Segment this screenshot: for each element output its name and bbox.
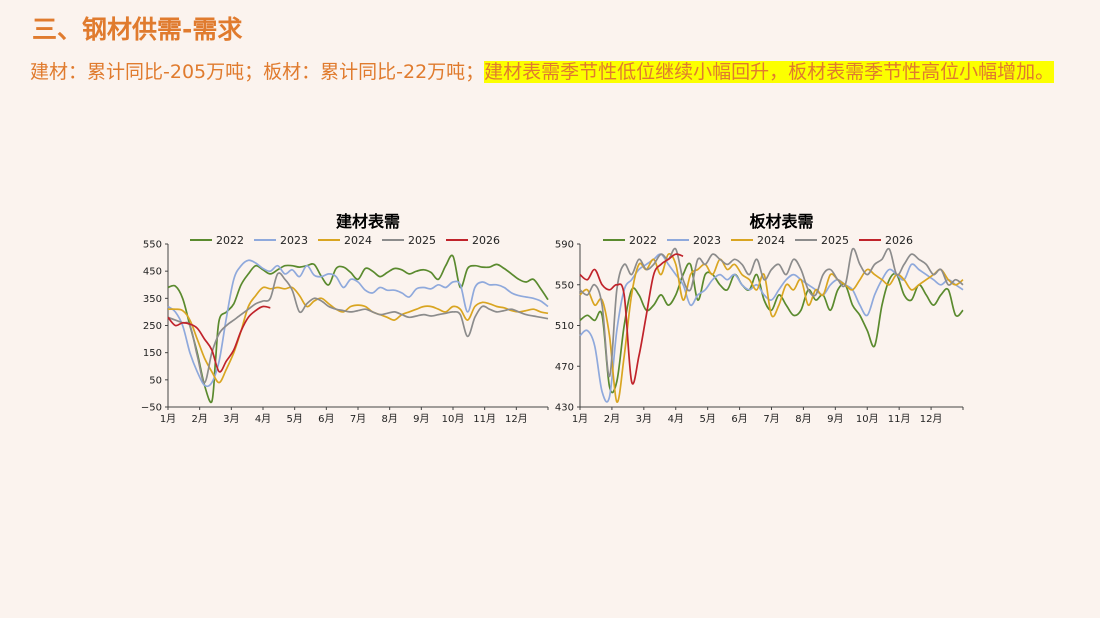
y-tick-label: 430 (555, 403, 574, 414)
legend-label-2023: 2023 (693, 234, 721, 247)
x-tick-label: 3月 (636, 413, 652, 425)
x-tick-label: 8月 (795, 413, 811, 425)
y-tick-label: 350 (143, 294, 162, 305)
series-line-2025 (579, 247, 964, 378)
legend: 2022 2023 2024 2025 2026 (190, 234, 500, 247)
summary-plain: 建材：累计同比-205万吨；板材：累计同比-22万吨； (30, 61, 485, 83)
x-tick-label: 10月 (856, 413, 879, 425)
y-tick-label: 450 (143, 267, 162, 278)
x-tick-label: 2月 (604, 413, 620, 425)
chart-construction-steel-demand: 建材表需 2022 2023 2024 2025 2026 550 450 350 250 150 5… (130, 205, 555, 455)
series-line-2026 (579, 253, 684, 385)
x-tick-label: 6月 (318, 413, 334, 425)
chart-title: 板材表需 (749, 212, 813, 231)
y-tick-label: 510 (555, 321, 574, 332)
y-tick-label: −50 (141, 403, 162, 414)
legend-label-2022: 2022 (216, 234, 244, 247)
series-line-2025 (167, 272, 549, 384)
x-tick-label: 10月 (442, 413, 465, 425)
y-tick-label: 550 (555, 280, 574, 291)
x-tick-label: 7月 (763, 413, 779, 425)
chart-title: 建材表需 (336, 212, 400, 231)
x-tick-label: 4月 (668, 413, 684, 425)
y-tick-label: 470 (555, 362, 574, 373)
x-tick-label: 11月 (888, 413, 911, 425)
series-line-2026 (167, 305, 271, 373)
page-title: 三、钢材供需-需求 (32, 15, 243, 44)
x-tick-label: 5月 (286, 413, 302, 425)
x-tick-label: 5月 (699, 413, 715, 425)
legend-label-2023: 2023 (280, 234, 308, 247)
x-tick-label: 1月 (572, 413, 588, 425)
y-tick-label: 50 (149, 375, 162, 386)
x-tick-label: 8月 (381, 413, 397, 425)
series-line-2023 (167, 259, 549, 388)
legend-label-2025: 2025 (821, 234, 849, 247)
x-tick-label: 9月 (827, 413, 843, 425)
series-line-2022 (579, 262, 964, 394)
x-tick-label: 4月 (255, 413, 271, 425)
x-tick-label: 6月 (731, 413, 747, 425)
series-line-2024 (167, 286, 549, 384)
x-tick-label: 7月 (350, 413, 366, 425)
chart-flat-steel-demand: 板材表需 2022 2023 2024 2025 2026 590 550 510 470 430 1… (545, 205, 970, 455)
x-tick-label: 1月 (160, 413, 176, 425)
series-line-2022 (167, 254, 549, 404)
x-tick-label: 2月 (191, 413, 207, 425)
y-tick-label: 250 (143, 321, 162, 332)
summary-text: 建材：累计同比-205万吨；板材：累计同比-22万吨；建材表需季节性低位继续小幅… (30, 58, 1070, 86)
x-tick-label: 3月 (223, 413, 239, 425)
legend: 2022 2023 2024 2025 2026 (603, 234, 913, 247)
y-tick-label: 150 (143, 348, 162, 359)
series-line-2023 (579, 253, 964, 403)
legend-label-2026: 2026 (885, 234, 913, 247)
legend-label-2022: 2022 (629, 234, 657, 247)
legend-label-2026: 2026 (472, 234, 500, 247)
x-tick-label: 12月 (505, 413, 528, 425)
legend-label-2024: 2024 (757, 234, 785, 247)
chart-construction-steel-svg: 建材表需 2022 2023 2024 2025 2026 550 450 350 250 150 5… (141, 212, 549, 425)
x-tick-label: 9月 (413, 413, 429, 425)
legend-label-2024: 2024 (344, 234, 372, 247)
summary-highlight: 建材表需季节性低位继续小幅回升，板材表需季节性高位小幅增加。 (484, 61, 1055, 83)
x-tick-label: 11月 (473, 413, 496, 425)
y-tick-label: 590 (555, 240, 574, 251)
x-tick-label: 12月 (920, 413, 943, 425)
legend-label-2025: 2025 (408, 234, 436, 247)
y-tick-label: 550 (143, 240, 162, 251)
